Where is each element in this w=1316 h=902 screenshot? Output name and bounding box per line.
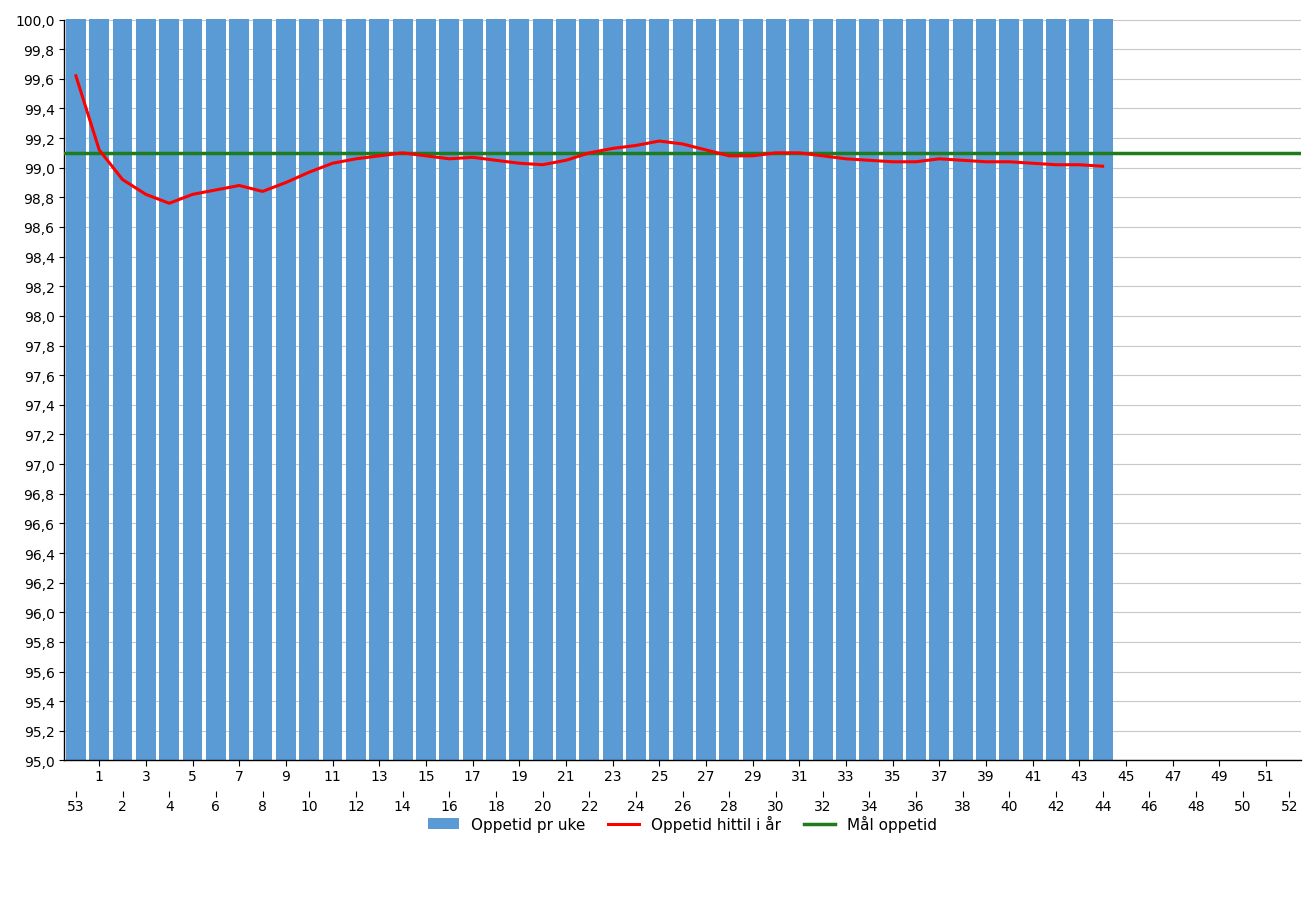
Bar — [183, 0, 203, 760]
Bar — [953, 0, 973, 760]
Bar — [859, 0, 879, 760]
Bar — [392, 0, 412, 760]
Bar — [626, 0, 646, 760]
Bar — [999, 0, 1019, 760]
Bar — [299, 0, 320, 760]
Bar — [720, 0, 740, 760]
Bar — [159, 0, 179, 760]
Bar — [929, 0, 949, 760]
Bar — [1092, 0, 1112, 760]
Bar — [66, 0, 86, 760]
Bar — [229, 0, 249, 760]
Bar — [486, 0, 505, 760]
Bar — [276, 0, 296, 760]
Bar — [440, 0, 459, 760]
Bar — [322, 0, 342, 760]
Bar — [557, 0, 576, 760]
Bar — [1070, 0, 1090, 760]
Bar — [113, 0, 133, 760]
Bar — [89, 0, 109, 760]
Bar — [533, 0, 553, 760]
Bar — [603, 0, 622, 760]
Bar — [905, 0, 926, 760]
Bar — [696, 0, 716, 760]
Bar — [370, 0, 390, 760]
Bar — [416, 0, 436, 760]
Bar — [207, 0, 226, 760]
Bar — [672, 0, 692, 760]
Bar — [579, 0, 599, 760]
Bar — [1023, 0, 1042, 760]
Bar — [1046, 0, 1066, 760]
Bar — [509, 0, 529, 760]
Bar — [976, 0, 996, 760]
Bar — [883, 0, 903, 760]
Bar — [649, 0, 670, 760]
Bar — [346, 0, 366, 760]
Bar — [742, 0, 762, 760]
Bar — [463, 0, 483, 760]
Bar — [253, 0, 272, 760]
Bar — [766, 0, 786, 760]
Bar — [790, 0, 809, 760]
Bar — [813, 0, 833, 760]
Bar — [136, 0, 155, 760]
Legend: Oppetid pr uke, Oppetid hittil i år, Mål oppetid: Oppetid pr uke, Oppetid hittil i år, Mål… — [422, 809, 944, 838]
Bar — [836, 0, 855, 760]
